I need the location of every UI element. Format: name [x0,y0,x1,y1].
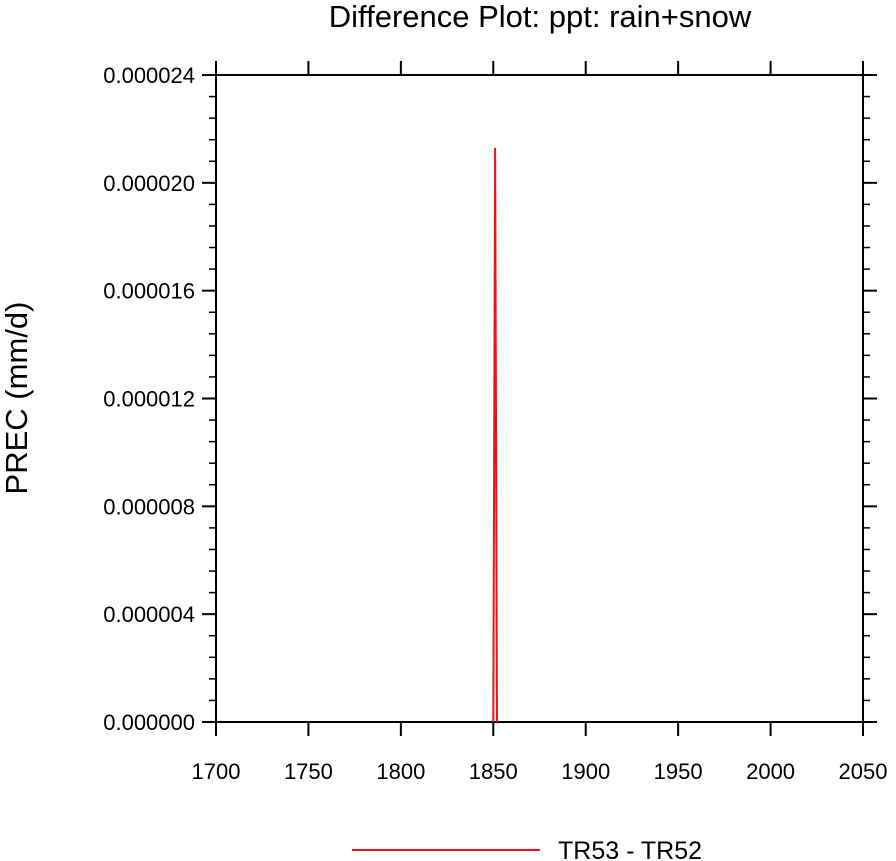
y-tick-label: 0.000020 [103,171,195,196]
y-tick-label: 0.000012 [103,387,195,412]
y-tick-label: 0.000000 [103,710,195,735]
y-tick-labels: 0.000000 0.000004 0.000008 0.000012 0.000016… [103,63,195,735]
y-tick-label: 0.000016 [103,279,195,304]
x-tick-label: 2050 [839,759,888,784]
x-tick-label: 1950 [654,759,703,784]
x-tick-label: 1850 [469,759,518,784]
x-tick-label: 1900 [561,759,610,784]
legend: TR53 - TR52 [352,837,702,861]
axis-ticks [202,61,877,736]
y-tick-label: 0.000024 [103,63,195,88]
y-tick-label: 0.000008 [103,494,195,519]
y-tick-label: 0.000004 [103,602,195,627]
x-tick-label: 2000 [746,759,795,784]
series-layer [492,147,498,723]
y-axis-label: PREC (mm/d) [0,302,34,495]
chart-title: Difference Plot: ppt: rain+snow [329,0,752,34]
x-tick-label: 1750 [284,759,333,784]
series-line [492,147,498,723]
legend-label: TR53 - TR52 [558,837,702,861]
x-tick-labels: 1700 1750 1800 1850 1900 1950 2000 2050 [192,759,888,784]
plot-frame [215,74,864,723]
x-tick-label: 1700 [192,759,241,784]
x-tick-label: 1800 [376,759,425,784]
